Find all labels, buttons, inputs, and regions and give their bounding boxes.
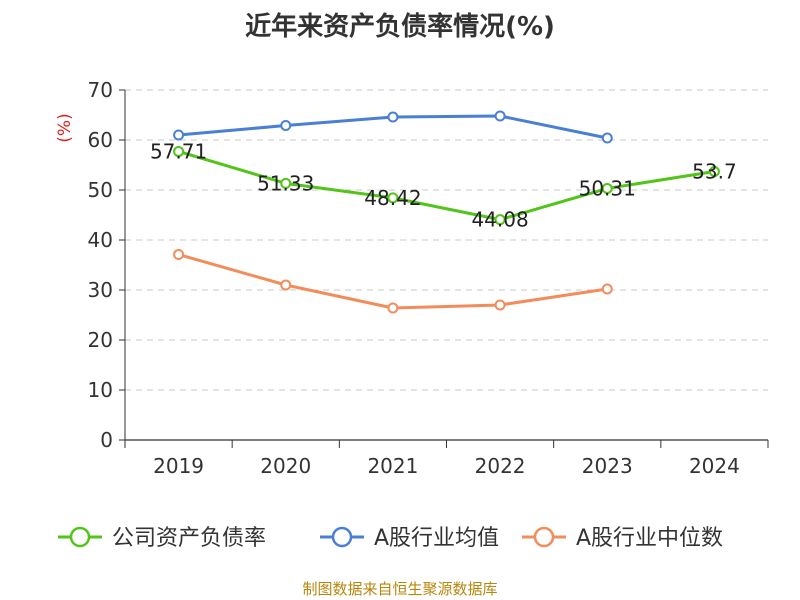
y-axis-label: (%): [55, 113, 75, 142]
y-tick-label: 40: [88, 228, 113, 252]
y-tick-label: 0: [100, 428, 113, 452]
series-layer: [173, 110, 720, 314]
series-line-0: [178, 150, 715, 222]
legend-marker-1: [331, 526, 353, 548]
series-1-point: [173, 129, 185, 141]
y-tick-label: 50: [88, 178, 113, 202]
data-label: 53.7: [692, 160, 737, 184]
axis-layer: 0 10 20 30 40 50 60 70 (%) 2019 2020 2021 2022 2023 20…: [55, 78, 769, 478]
y-tick-label: 10: [88, 378, 113, 402]
series-2-point: [280, 279, 292, 291]
x-tick-label: 2019: [153, 454, 204, 478]
series-2-point: [494, 299, 506, 311]
series-2-point: [173, 249, 185, 260]
legend-marker-0: [69, 526, 91, 548]
grid-layer: [125, 89, 768, 391]
data-label: 48.42: [364, 186, 421, 210]
data-source-note: 制图数据来自恒生聚源数据库: [302, 580, 498, 598]
y-tick-label: 60: [88, 128, 113, 152]
legend-label-1: A股行业均值: [374, 526, 499, 551]
y-tick-label: 20: [88, 328, 113, 352]
x-tick-label: 2020: [260, 454, 311, 478]
series-0-point: [601, 182, 613, 194]
series-0-point: [708, 166, 720, 177]
data-label: 51.33: [257, 171, 314, 195]
series-0-point: [173, 145, 185, 157]
series-2-point: [601, 283, 613, 295]
series-0-point: [494, 214, 506, 226]
data-label: 44.08: [471, 208, 528, 232]
label-layer: 57.71 51.33 48.42 44.08 50.31 53.7: [150, 139, 737, 231]
data-label: 50.31: [579, 176, 636, 200]
legend-label-2: A股行业中位数: [576, 526, 723, 551]
series-line-2: [178, 253, 608, 310]
series-2-point: [387, 302, 399, 314]
series-0-point: [280, 177, 292, 189]
y-tick-label: 70: [88, 78, 113, 102]
x-tick-label: 2024: [689, 454, 740, 478]
data-label: 57.71: [150, 139, 207, 163]
series-1-point: [387, 111, 399, 123]
series-0-point: [387, 192, 399, 204]
x-tick-label: 2022: [475, 454, 526, 478]
legend: 公司资产负债率 A股行业均值 A股行业中位数: [58, 526, 723, 551]
series-1-point: [601, 132, 613, 144]
series-1-point: [494, 110, 506, 122]
legend-marker-2: [533, 526, 555, 548]
chart-title: 近年来资产负债率情况(%): [245, 12, 555, 42]
x-tick-label: 2023: [582, 454, 633, 478]
x-tick-label: 2021: [367, 454, 418, 478]
legend-label-0: 公司资产负债率: [112, 526, 266, 551]
y-tick-label: 30: [88, 278, 113, 302]
series-1-point: [280, 120, 292, 131]
